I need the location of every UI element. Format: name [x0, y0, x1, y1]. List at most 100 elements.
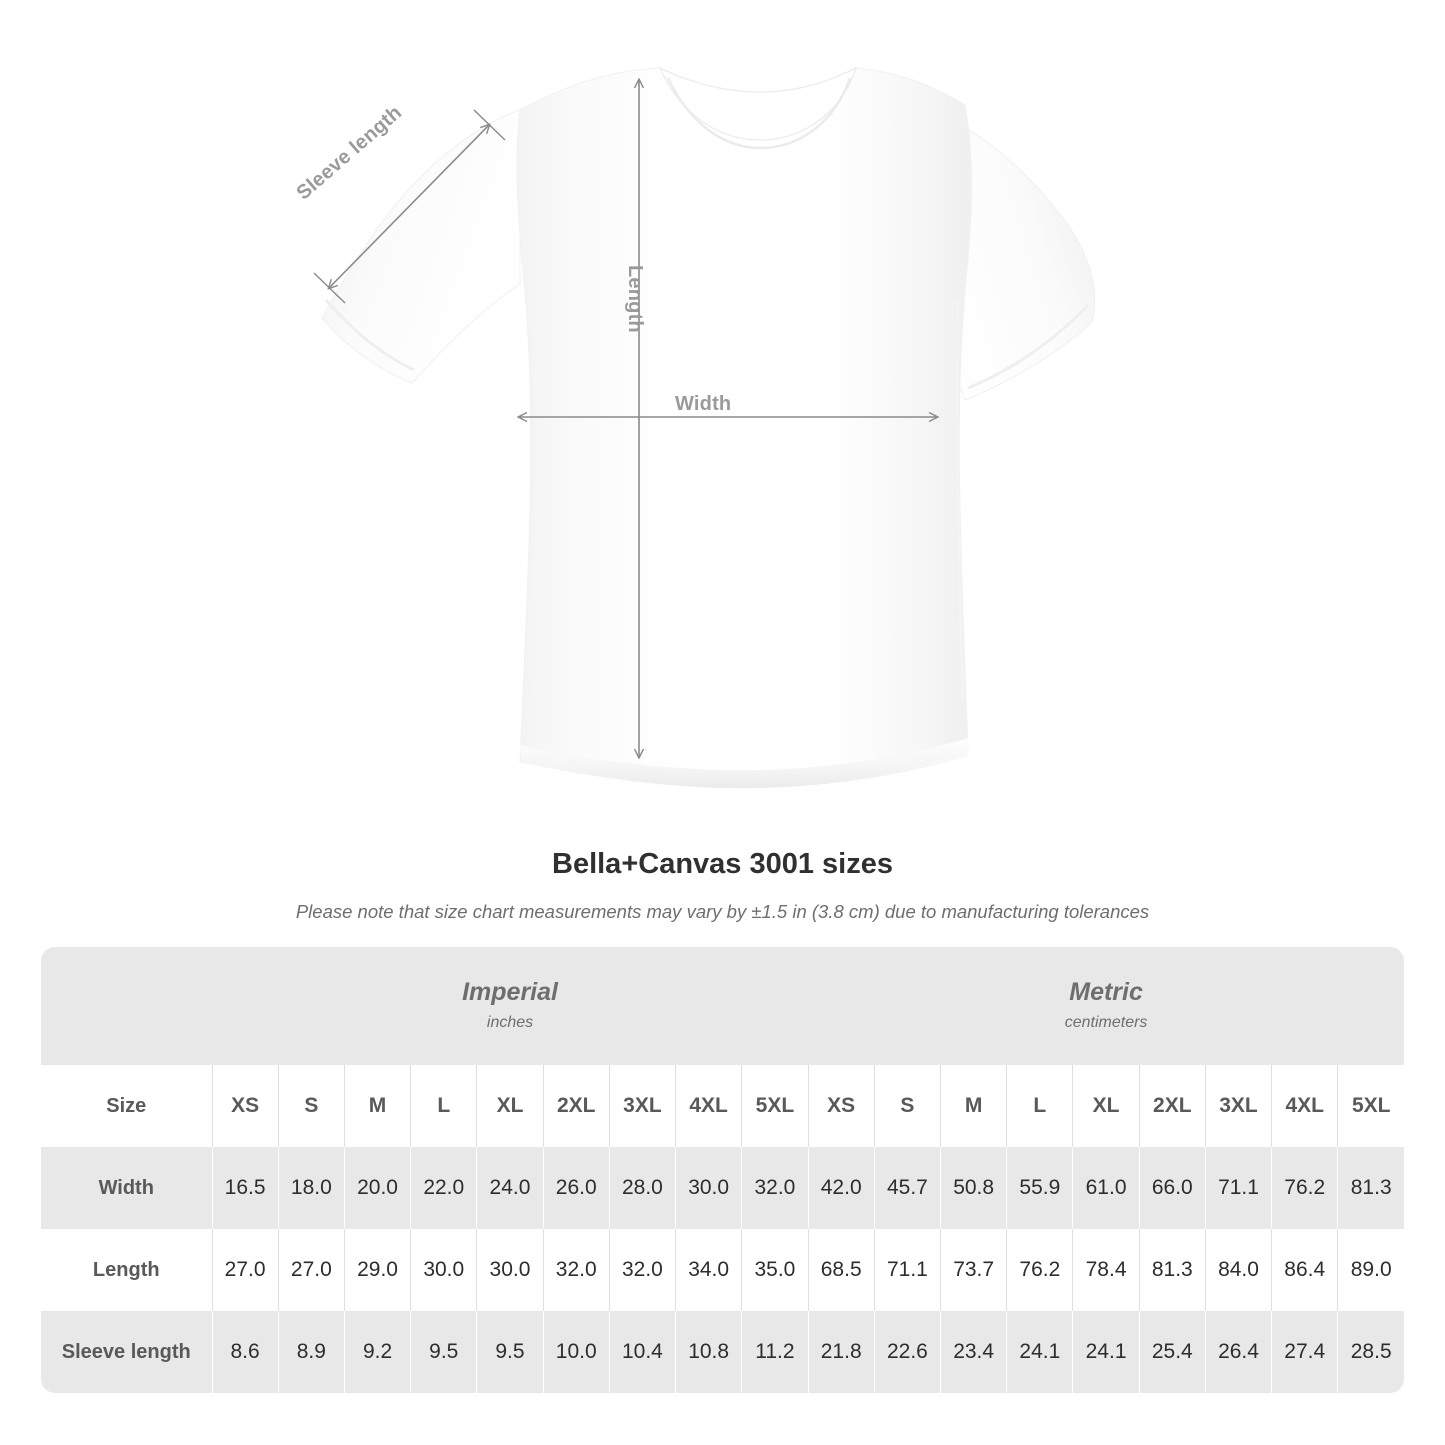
size-column-header: M — [940, 1065, 1007, 1147]
size-column-header: L — [410, 1065, 477, 1147]
column-header-size: Size — [41, 1065, 212, 1147]
unit-banner-row: Imperial inches Metric centimeters — [41, 947, 1405, 1065]
shirt-body — [516, 67, 972, 785]
measurement-cell: 45.7 — [873, 1147, 941, 1229]
measurement-cell: 71.1 — [1204, 1147, 1272, 1229]
measurement-cell: 61.0 — [1072, 1147, 1140, 1229]
measurement-cell: 30.0 — [675, 1147, 742, 1229]
size-column-header: M — [343, 1065, 411, 1147]
measurement-cell: 68.5 — [807, 1229, 875, 1311]
measurement-cell: 30.0 — [476, 1229, 544, 1311]
table-row: Width 16.5 18.0 20.0 22.0 24.0 26.0 28.0 30.0 32.… — [41, 1147, 1405, 1229]
measurement-cell: 71.1 — [873, 1229, 941, 1311]
hem-band — [520, 738, 968, 789]
collar — [658, 66, 858, 141]
measurement-cell: 89.0 — [1337, 1229, 1405, 1311]
measurement-cell: 35.0 — [741, 1229, 809, 1311]
measurement-cell: 10.0 — [542, 1311, 610, 1393]
unit-group-subtitle: inches — [486, 1014, 534, 1031]
row-label-width: Width — [41, 1147, 212, 1229]
measurement-cell: 29.0 — [343, 1229, 411, 1311]
size-column-header: XL — [1072, 1065, 1140, 1147]
size-column-header: XS — [211, 1065, 279, 1147]
size-column-header: 5XL — [741, 1065, 809, 1147]
measurement-cell: 26.0 — [542, 1147, 610, 1229]
measurement-cell: 10.8 — [675, 1311, 742, 1393]
measurement-cell: 27.0 — [277, 1229, 345, 1311]
size-column-header: S — [873, 1065, 941, 1147]
measurement-cell: 55.9 — [1006, 1147, 1073, 1229]
measurement-cell: 22.0 — [410, 1147, 477, 1229]
size-column-header: 4XL — [675, 1065, 742, 1147]
measurement-cell: 28.0 — [608, 1147, 676, 1229]
measurement-cell: 27.4 — [1271, 1311, 1338, 1393]
unit-group-metric: Metric centimeters — [808, 947, 1405, 1065]
sleeve-length-arrow — [329, 125, 489, 288]
size-column-header: XL — [476, 1065, 544, 1147]
measurement-cell: 66.0 — [1138, 1147, 1206, 1229]
measurement-cell: 76.2 — [1006, 1229, 1073, 1311]
measurement-cell: 16.5 — [211, 1147, 279, 1229]
measurement-cell: 42.0 — [807, 1147, 875, 1229]
size-chart-table: Imperial inches Metric centimeters Size XS S M L… — [41, 947, 1405, 1393]
title-block: Bella+Canvas 3001 sizes Please note that… — [0, 845, 1445, 924]
size-column-header: 2XL — [542, 1065, 610, 1147]
unit-group-name: Imperial — [462, 978, 558, 1006]
measurement-cell: 24.0 — [476, 1147, 544, 1229]
unit-banner-spacer — [41, 947, 212, 1065]
measurement-cell: 50.8 — [940, 1147, 1007, 1229]
size-column-header: 3XL — [1204, 1065, 1272, 1147]
measurement-cell: 8.6 — [211, 1311, 279, 1393]
row-label-sleeve-length: Sleeve length — [41, 1311, 212, 1393]
measurement-cell: 32.0 — [608, 1229, 676, 1311]
measurement-cell: 24.1 — [1072, 1311, 1140, 1393]
measurement-cell: 21.8 — [807, 1311, 875, 1393]
page-title: Bella+Canvas 3001 sizes — [552, 848, 893, 880]
measurement-cell: 8.9 — [277, 1311, 345, 1393]
left-drape-fold — [526, 299, 534, 701]
measurement-cell: 11.2 — [741, 1311, 809, 1393]
unit-group-imperial: Imperial inches — [212, 947, 809, 1065]
measurement-cell: 26.4 — [1204, 1311, 1272, 1393]
length-label: Length — [624, 265, 646, 333]
table-row: Sleeve length 8.6 8.9 9.2 9.5 9.5 10.0 10.4 10.8… — [41, 1311, 1405, 1393]
measurement-cell: 32.0 — [542, 1229, 610, 1311]
width-label: Width — [675, 393, 732, 415]
tshirt-illustration — [313, 66, 1096, 789]
measurement-cell: 28.5 — [1337, 1311, 1405, 1393]
row-label-length: Length — [41, 1229, 212, 1311]
right-drape-fold — [955, 299, 965, 701]
measurement-cell: 18.0 — [277, 1147, 345, 1229]
size-header-row: Size XS S M L XL 2XL 3XL 4XL 5XL XS S M L XL 2XL 3XL 4XL 5… — [41, 1065, 1405, 1147]
right-sleeve-hem — [967, 303, 1090, 390]
size-column-header: L — [1006, 1065, 1073, 1147]
measurement-cell: 78.4 — [1072, 1229, 1140, 1311]
size-chart-table-wrapper: Imperial inches Metric centimeters Size XS S M L… — [41, 947, 1405, 1393]
measurement-cell: 81.3 — [1337, 1147, 1405, 1229]
measurement-cell: 27.0 — [211, 1229, 279, 1311]
size-column-header: XS — [807, 1065, 875, 1147]
measurement-cell: 22.6 — [873, 1311, 941, 1393]
size-column-header: 5XL — [1337, 1065, 1405, 1147]
tshirt-measurement-diagram: Sleeve length Length Width — [292, 66, 1096, 789]
measurement-cell: 25.4 — [1138, 1311, 1206, 1393]
measurement-cell: 86.4 — [1271, 1229, 1338, 1311]
size-column-header: S — [277, 1065, 345, 1147]
left-sleeve-hem — [324, 299, 415, 372]
measurement-cell: 24.1 — [1006, 1311, 1073, 1393]
size-column-header: 2XL — [1138, 1065, 1206, 1147]
measurement-cell: 34.0 — [675, 1229, 742, 1311]
measurement-cell: 81.3 — [1138, 1229, 1206, 1311]
sleeve-tick-upper — [473, 109, 506, 141]
measurement-cell: 9.5 — [476, 1311, 544, 1393]
measurement-cell: 9.5 — [410, 1311, 477, 1393]
measurement-cell: 9.2 — [343, 1311, 411, 1393]
measurement-cell: 10.4 — [608, 1311, 676, 1393]
tolerance-note: Please note that size chart measurements… — [295, 901, 1150, 922]
measurement-cell: 23.4 — [940, 1311, 1007, 1393]
table-row: Length 27.0 27.0 29.0 30.0 30.0 32.0 32.0 34.0 35… — [41, 1229, 1405, 1311]
sleeve-tick-lower — [313, 272, 346, 304]
size-column-header: 4XL — [1271, 1065, 1338, 1147]
measurement-cell: 32.0 — [741, 1147, 809, 1229]
measurement-cell: 84.0 — [1204, 1229, 1272, 1311]
